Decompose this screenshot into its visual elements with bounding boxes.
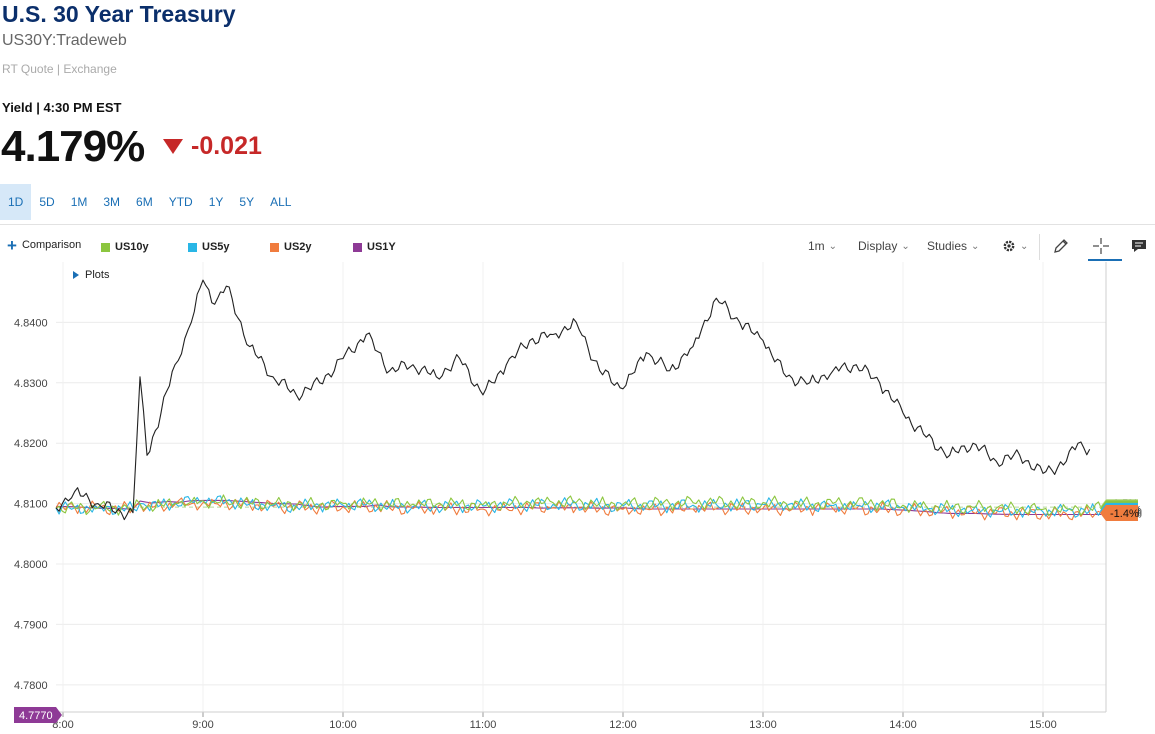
chevron-down-icon: ⌄ xyxy=(971,240,980,252)
legend-swatch xyxy=(270,242,279,252)
plots-toggle[interactable]: Plots xyxy=(73,269,109,281)
comparison-button[interactable]: + Comparison xyxy=(7,235,82,255)
legend-label: US10y xyxy=(115,241,149,253)
yield-timestamp: Yield | 4:30 PM EST xyxy=(2,100,122,115)
price-marker-label: 4.7770 xyxy=(19,710,53,722)
x-tick-label: 8:00 xyxy=(52,719,73,731)
range-1d[interactable]: 1D xyxy=(0,184,32,220)
interval-dropdown[interactable]: 1m ⌄ xyxy=(808,239,837,253)
legend-swatch xyxy=(188,242,197,252)
end-label-tag xyxy=(1100,505,1138,522)
range-6m[interactable]: 6M xyxy=(136,195,153,209)
x-tick-label: 15:00 xyxy=(1029,719,1057,731)
play-icon xyxy=(73,271,79,279)
series-line-us30y xyxy=(55,279,1091,521)
y-tick-label: 4.7800 xyxy=(14,680,48,692)
legend-label: US1Y xyxy=(367,241,396,253)
display-dropdown[interactable]: Display ⌄ xyxy=(858,239,910,253)
chevron-down-icon: ⌄ xyxy=(828,240,838,252)
display-label: Display xyxy=(858,239,898,253)
current-yield: 4.179% xyxy=(1,122,145,171)
plus-icon: + xyxy=(7,235,17,255)
settings-dropdown[interactable]: ⌄ xyxy=(1002,239,1028,253)
range-1y[interactable]: 1Y xyxy=(208,195,224,209)
x-tick-label: 9:00 xyxy=(192,719,213,731)
chart-toolbar: + Comparison US10y US5y US2y US1Y 1m ⌄ D… xyxy=(0,234,1155,262)
legend-us5y[interactable]: US5y xyxy=(188,241,230,253)
yield-chart[interactable]: 4.8400 4.8300 4.8200 4.8100 4.8000 4.7900 4.78… xyxy=(0,262,1155,734)
legend-us10y[interactable]: US10y xyxy=(101,241,149,253)
price-marker xyxy=(14,706,62,723)
interval-label: 1m xyxy=(808,239,825,253)
range-1m[interactable]: 1M xyxy=(70,195,88,209)
legend-us1y[interactable]: US1Y xyxy=(353,241,396,253)
y-tick-label: 4.7900 xyxy=(14,619,48,631)
y-tick-label: 4.8100 xyxy=(14,499,48,511)
plots-label: Plots xyxy=(85,269,110,281)
range-ytd[interactable]: YTD xyxy=(168,195,193,209)
crosshair-icon[interactable] xyxy=(1092,237,1110,255)
legend-label: US2y xyxy=(284,241,312,253)
symbol-subtitle: US30Y:Tradeweb xyxy=(2,32,127,49)
range-selector: 1D 5D 1M 3M 6M YTD 1Y 5Y ALL xyxy=(0,184,299,220)
x-tick-label: 12:00 xyxy=(609,719,637,731)
y-tick-label: 4.8300 xyxy=(14,378,48,390)
x-tick-label: 10:00 xyxy=(329,719,357,731)
pencil-icon[interactable] xyxy=(1052,237,1070,255)
range-all[interactable]: ALL xyxy=(270,195,292,209)
series-line-us10y xyxy=(55,494,1102,517)
active-tool-indicator xyxy=(1088,259,1122,261)
quote-source: RT Quote | Exchange xyxy=(2,62,117,76)
chevron-down-icon: ⌄ xyxy=(901,240,910,252)
studies-label: Studies xyxy=(927,239,968,253)
legend-us2y[interactable]: US2y xyxy=(270,241,312,253)
down-arrow-icon xyxy=(163,139,183,154)
x-tick-label: 13:00 xyxy=(749,719,777,731)
gear-icon xyxy=(1003,240,1015,252)
divider xyxy=(1039,234,1040,260)
range-5d[interactable]: 5D xyxy=(39,195,55,209)
x-tick-label: 14:00 xyxy=(889,719,917,731)
series-line-us2y xyxy=(55,497,1102,521)
range-3m[interactable]: 3M xyxy=(103,195,121,209)
range-5y[interactable]: 5Y xyxy=(239,195,255,209)
x-tick-label: 11:00 xyxy=(470,719,497,731)
legend-swatch xyxy=(353,242,362,252)
yield-change: -0.021 xyxy=(163,132,262,161)
page-title: U.S. 30 Year Treasury xyxy=(2,1,236,27)
studies-dropdown[interactable]: Studies ⌄ xyxy=(927,239,979,253)
legend-swatch xyxy=(101,242,110,252)
comment-icon[interactable] xyxy=(1130,237,1148,255)
y-tick-label: 4.8000 xyxy=(14,559,48,571)
legend-label: US5y xyxy=(202,241,230,253)
y-tick-label: 4.8200 xyxy=(14,438,48,450)
chevron-down-icon: ⌄ xyxy=(1020,240,1029,252)
divider xyxy=(0,224,1155,225)
comparison-label: Comparison xyxy=(21,239,82,251)
end-label: -1.4% xyxy=(1110,508,1139,520)
change-value: -0.021 xyxy=(191,132,262,160)
y-tick-label: 4.8400 xyxy=(14,317,48,329)
